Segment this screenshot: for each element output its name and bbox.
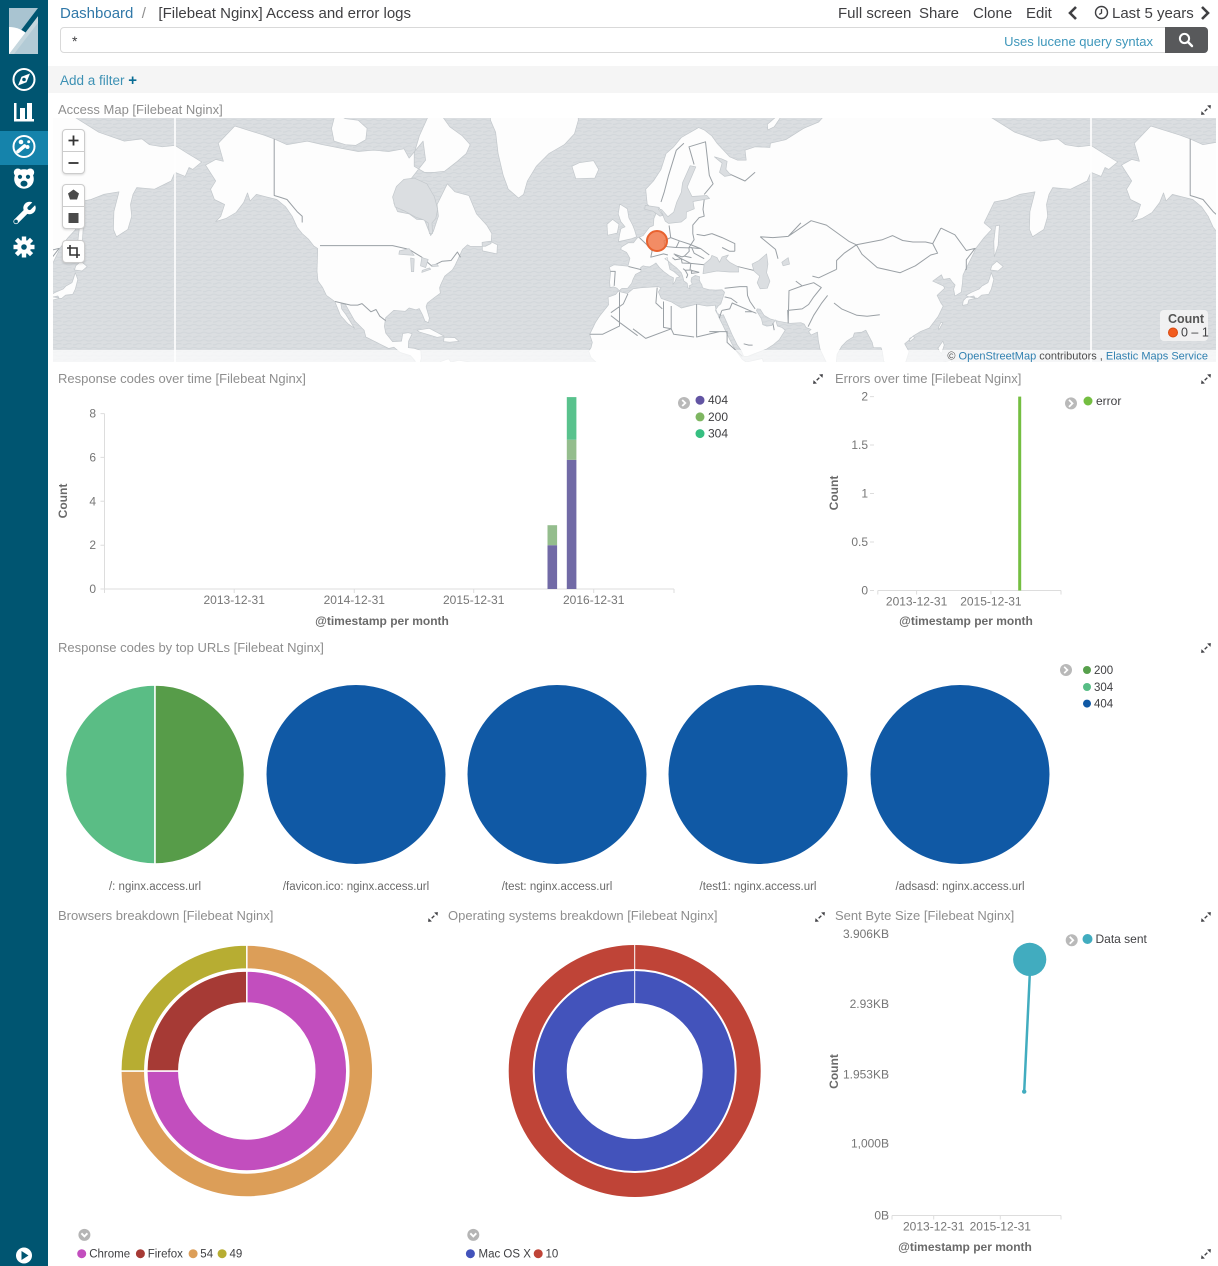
svg-text:200: 200 [1094, 665, 1113, 677]
svg-text:error: error [1096, 394, 1121, 408]
svg-text:2013-12-31: 2013-12-31 [886, 595, 948, 609]
svg-text:49: 49 [230, 1249, 243, 1261]
svg-text:304: 304 [1094, 682, 1114, 694]
svg-text:2: 2 [861, 390, 868, 404]
svg-text:/: nginx.access.url: /: nginx.access.url [109, 881, 201, 893]
svg-text:404: 404 [708, 393, 728, 407]
svg-text:Chrome: Chrome [89, 1249, 130, 1261]
svg-text:304: 304 [708, 427, 728, 441]
svg-text:2015-12-31: 2015-12-31 [443, 593, 505, 607]
svg-text:2015-12-31: 2015-12-31 [960, 595, 1022, 609]
svg-text:3.906KB: 3.906KB [843, 927, 889, 941]
svg-text:Firefox: Firefox [148, 1249, 183, 1261]
svg-text:Count: Count [828, 476, 841, 511]
svg-text:10: 10 [546, 1249, 559, 1261]
svg-text:200: 200 [708, 410, 728, 424]
svg-text:@timestamp per month: @timestamp per month [899, 614, 1033, 628]
svg-text:2013-12-31: 2013-12-31 [204, 593, 266, 607]
svg-text:0B: 0B [874, 1209, 889, 1223]
svg-text:8: 8 [89, 407, 96, 421]
svg-text:Count: Count [828, 1054, 841, 1089]
svg-text:0 – 1: 0 – 1 [1181, 326, 1209, 340]
svg-text:2016-12-31: 2016-12-31 [563, 593, 625, 607]
svg-text:54: 54 [200, 1249, 213, 1261]
svg-text:/test1: nginx.access.url: /test1: nginx.access.url [700, 881, 817, 893]
svg-text:@timestamp per month: @timestamp per month [315, 614, 449, 628]
svg-text:/test: nginx.access.url: /test: nginx.access.url [502, 881, 613, 893]
svg-text:© OpenStreetMap contributors ,: © OpenStreetMap contributors , Elastic M… [947, 351, 1208, 363]
svg-text:Data sent: Data sent [1096, 932, 1148, 946]
svg-text:2: 2 [89, 538, 96, 552]
svg-text:2014-12-31: 2014-12-31 [324, 593, 386, 607]
svg-text:/favicon.ico: nginx.access.url: /favicon.ico: nginx.access.url [283, 881, 429, 893]
svg-text:1: 1 [861, 487, 868, 501]
svg-text:6: 6 [89, 450, 96, 464]
svg-text:0.5: 0.5 [851, 535, 868, 549]
svg-text:Count: Count [56, 484, 70, 519]
svg-text:2013-12-31: 2013-12-31 [903, 1220, 965, 1234]
svg-text:/adsasd: nginx.access.url: /adsasd: nginx.access.url [895, 881, 1024, 893]
svg-text:Count: Count [1168, 312, 1205, 326]
svg-text:1.5: 1.5 [851, 438, 868, 452]
svg-text:Mac OS X: Mac OS X [479, 1249, 532, 1261]
svg-text:1,000B: 1,000B [851, 1137, 889, 1151]
svg-text:4: 4 [89, 494, 96, 508]
svg-text:0: 0 [861, 584, 868, 598]
svg-text:2015-12-31: 2015-12-31 [970, 1220, 1032, 1234]
svg-text:0: 0 [89, 582, 96, 596]
svg-text:1.953KB: 1.953KB [843, 1068, 889, 1082]
svg-text:@timestamp per month: @timestamp per month [898, 1240, 1032, 1254]
svg-text:2.93KB: 2.93KB [850, 997, 889, 1011]
svg-text:404: 404 [1094, 699, 1114, 711]
